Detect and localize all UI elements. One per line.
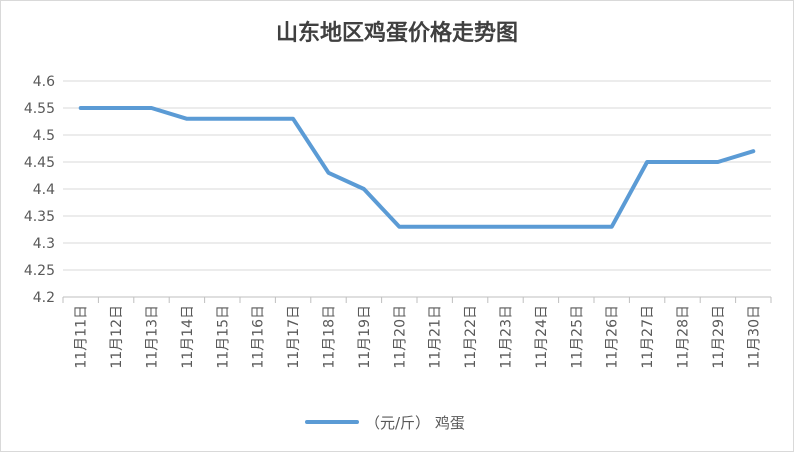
x-tick-label: 11月11日 — [74, 305, 90, 369]
x-tick-label: 11月21日 — [428, 305, 444, 369]
y-tick-label: 4.2 — [33, 290, 55, 306]
x-tick-label: 11月17日 — [286, 305, 302, 369]
series-line — [78, 106, 756, 229]
data-point — [292, 118, 294, 120]
data-point — [186, 118, 188, 120]
x-axis — [62, 296, 772, 303]
x-tick-label: 11月23日 — [499, 305, 515, 369]
y-tick-label: 4.55 — [24, 101, 55, 117]
x-tick-label: 11月13日 — [145, 305, 161, 369]
y-tick-label: 4.6 — [33, 74, 55, 90]
data-point — [80, 107, 82, 109]
y-axis-ticks: 4.2 4.25 4.3 4.35 4.4 4.45 4.5 4.55 4.6 — [24, 74, 55, 306]
data-point — [752, 150, 754, 152]
data-point — [363, 188, 365, 190]
x-tick-label: 11月28日 — [676, 305, 692, 369]
y-tick-label: 4.4 — [33, 182, 55, 198]
x-tick-label: 11月15日 — [215, 305, 231, 369]
x-tick-label: 11月26日 — [605, 305, 621, 369]
data-point — [328, 172, 329, 174]
chart-title: 山东地区鸡蛋价格走势图 — [275, 20, 518, 46]
data-point — [469, 226, 471, 228]
x-tick-label: 11月24日 — [534, 305, 550, 369]
grid-lines — [63, 80, 771, 271]
data-point — [221, 118, 223, 120]
x-tick-label: 11月18日 — [322, 305, 338, 369]
data-point — [611, 226, 613, 228]
data-point — [115, 107, 117, 109]
data-point — [717, 161, 719, 163]
data-point — [646, 161, 648, 163]
y-tick-label: 4.5 — [33, 128, 55, 144]
x-tick-label: 11月12日 — [109, 305, 125, 369]
legend-label: （元/斤） 鸡蛋 — [365, 414, 465, 432]
x-tick-label: 11月25日 — [569, 305, 585, 369]
y-tick-label: 4.25 — [24, 263, 55, 279]
data-point — [505, 226, 506, 228]
x-tick-label: 11月27日 — [640, 305, 656, 369]
y-tick-label: 4.35 — [24, 209, 55, 225]
x-tick-label: 11月14日 — [180, 305, 196, 369]
y-tick-label: 4.45 — [24, 155, 55, 171]
legend: （元/斤） 鸡蛋 — [305, 414, 465, 432]
series-layer — [78, 106, 756, 229]
x-tick-label: 11月16日 — [251, 305, 267, 369]
x-tick-label: 11月29日 — [711, 305, 727, 369]
data-point — [398, 226, 400, 228]
data-point — [434, 226, 436, 228]
data-point — [682, 161, 683, 163]
data-point — [257, 118, 259, 120]
x-tick-label: 11月20日 — [392, 305, 408, 369]
data-point — [151, 107, 152, 109]
y-tick-label: 4.3 — [33, 236, 55, 252]
x-tick-label: 11月19日 — [357, 305, 373, 369]
x-tick-label: 11月22日 — [463, 305, 479, 369]
data-point — [575, 226, 577, 228]
data-point — [540, 226, 542, 228]
x-axis-ticks: 11月11日 11月12日 11月13日 11月14日 11月15日 11月16日 11月1… — [74, 305, 763, 369]
x-tick-label: 11月30日 — [746, 305, 762, 369]
